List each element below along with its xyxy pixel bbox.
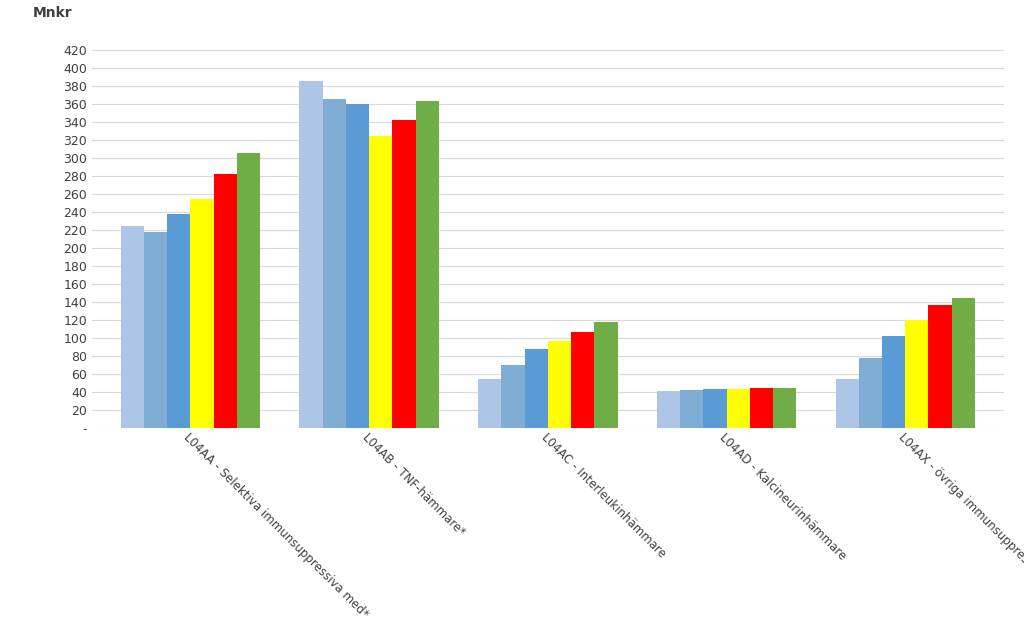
Bar [478, 379, 502, 428]
Bar [416, 101, 439, 428]
Bar [594, 322, 617, 428]
Bar [750, 388, 773, 428]
Bar [323, 99, 346, 428]
Bar [299, 81, 323, 428]
Bar [703, 389, 727, 428]
Bar [369, 136, 392, 428]
Bar [656, 391, 680, 428]
Bar [346, 104, 369, 428]
Bar [951, 297, 975, 428]
Bar [392, 120, 416, 428]
Bar [571, 332, 594, 428]
Bar [214, 174, 237, 428]
Bar [121, 226, 144, 428]
Bar [882, 336, 905, 428]
Bar [905, 320, 929, 428]
Bar [836, 379, 859, 428]
Bar [680, 389, 703, 428]
Bar [502, 365, 524, 428]
Bar [548, 341, 571, 428]
Bar [190, 199, 214, 428]
Bar [859, 358, 882, 428]
Bar [237, 153, 260, 428]
Text: Mnkr: Mnkr [33, 6, 73, 20]
Bar [524, 349, 548, 428]
Bar [929, 305, 951, 428]
Bar [167, 214, 190, 428]
Bar [773, 388, 797, 428]
Bar [727, 389, 750, 428]
Bar [144, 232, 167, 428]
